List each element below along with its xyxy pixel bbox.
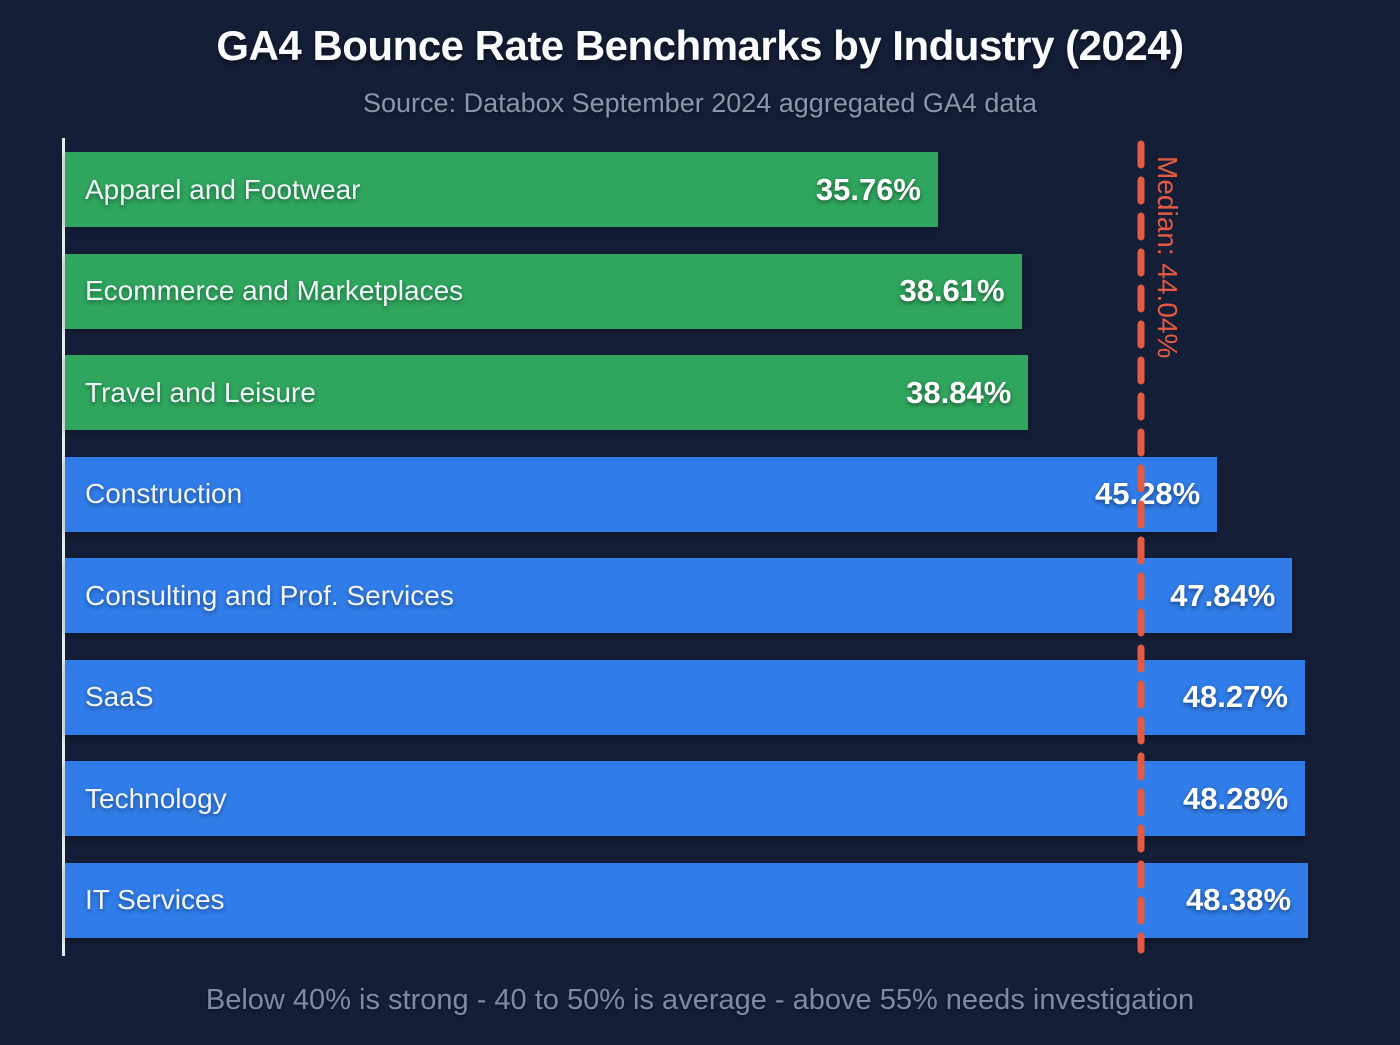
- bar-value-label: 35.76%: [815, 171, 921, 207]
- page-title: GA4 Bounce Rate Benchmarks by Industry (…: [216, 22, 1184, 69]
- bar-value-label: 38.61%: [899, 273, 1005, 308]
- bar-saas: SaaS 48.27%: [65, 659, 1305, 735]
- bar-row: IT Services 48.38%: [65, 862, 1341, 938]
- bar-row: Construction 45.28%: [65, 456, 1341, 532]
- bar-row: Travel and Leisure 38.84%: [65, 355, 1341, 430]
- bar-category-label: SaaS: [85, 681, 154, 712]
- bar-technology: Technology 48.28%: [65, 761, 1306, 836]
- bar-value-label: 38.84%: [906, 374, 1012, 410]
- bar-category-label: Apparel and Footwear: [85, 173, 361, 205]
- bar-value-label: 47.84%: [1170, 577, 1276, 613]
- bar-value-label: 48.38%: [1185, 882, 1292, 917]
- bar-category-label: Travel and Leisure: [85, 376, 316, 408]
- bar-consulting-and-prof-services: Consulting and Prof. Services 47.84%: [65, 558, 1293, 633]
- bar-row: Apparel and Footwear 35.76%: [65, 152, 1341, 227]
- bar-travel-and-leisure: Travel and Leisure 38.84%: [65, 355, 1029, 430]
- bar-category-label: Construction: [85, 478, 243, 509]
- bar-row: SaaS 48.27%: [65, 659, 1341, 735]
- bar-category-label: Technology: [85, 782, 227, 814]
- bar-category-label: Consulting and Prof. Services: [85, 579, 454, 611]
- bar-apparel-and-footwear: Apparel and Footwear 35.76%: [65, 152, 938, 227]
- bar-row: Consulting and Prof. Services 47.84%: [65, 558, 1341, 633]
- bar-category-label: IT Services: [85, 884, 225, 915]
- bars-container: Apparel and Footwear 35.76% Ecommerce and …: [65, 152, 1341, 964]
- bar-row: Ecommerce and Marketplaces 38.61%: [65, 253, 1341, 329]
- bar-value-label: 48.28%: [1183, 780, 1289, 816]
- median-dashed-line: [1137, 140, 1145, 954]
- bar-value-label: 45.28%: [1095, 476, 1201, 511]
- median-label: Median: 44.04%: [1152, 156, 1183, 359]
- bar-value-label: 48.27%: [1182, 679, 1288, 714]
- bar-category-label: Ecommerce and Marketplaces: [85, 275, 464, 306]
- bar-row: Technology 48.28%: [65, 761, 1341, 836]
- page-subtitle: Source: Databox September 2024 aggregate…: [363, 88, 1037, 118]
- bar-it-services: IT Services 48.38%: [65, 862, 1309, 938]
- bar-construction: Construction 45.28%: [65, 456, 1218, 532]
- bar-chart: Apparel and Footwear 35.76% Ecommerce and …: [62, 138, 1341, 956]
- footer-note: Below 40% is strong - 40 to 50% is avera…: [205, 984, 1195, 1016]
- bar-ecommerce-and-marketplaces: Ecommerce and Marketplaces 38.61%: [65, 253, 1022, 329]
